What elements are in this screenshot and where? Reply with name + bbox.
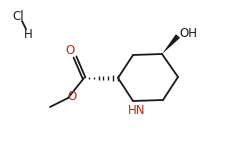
Text: HN: HN xyxy=(128,105,145,117)
Text: OH: OH xyxy=(178,27,196,39)
Text: O: O xyxy=(67,90,76,102)
Text: O: O xyxy=(65,44,74,57)
Text: H: H xyxy=(24,27,32,40)
Polygon shape xyxy=(161,34,179,54)
Text: Cl: Cl xyxy=(12,9,24,22)
